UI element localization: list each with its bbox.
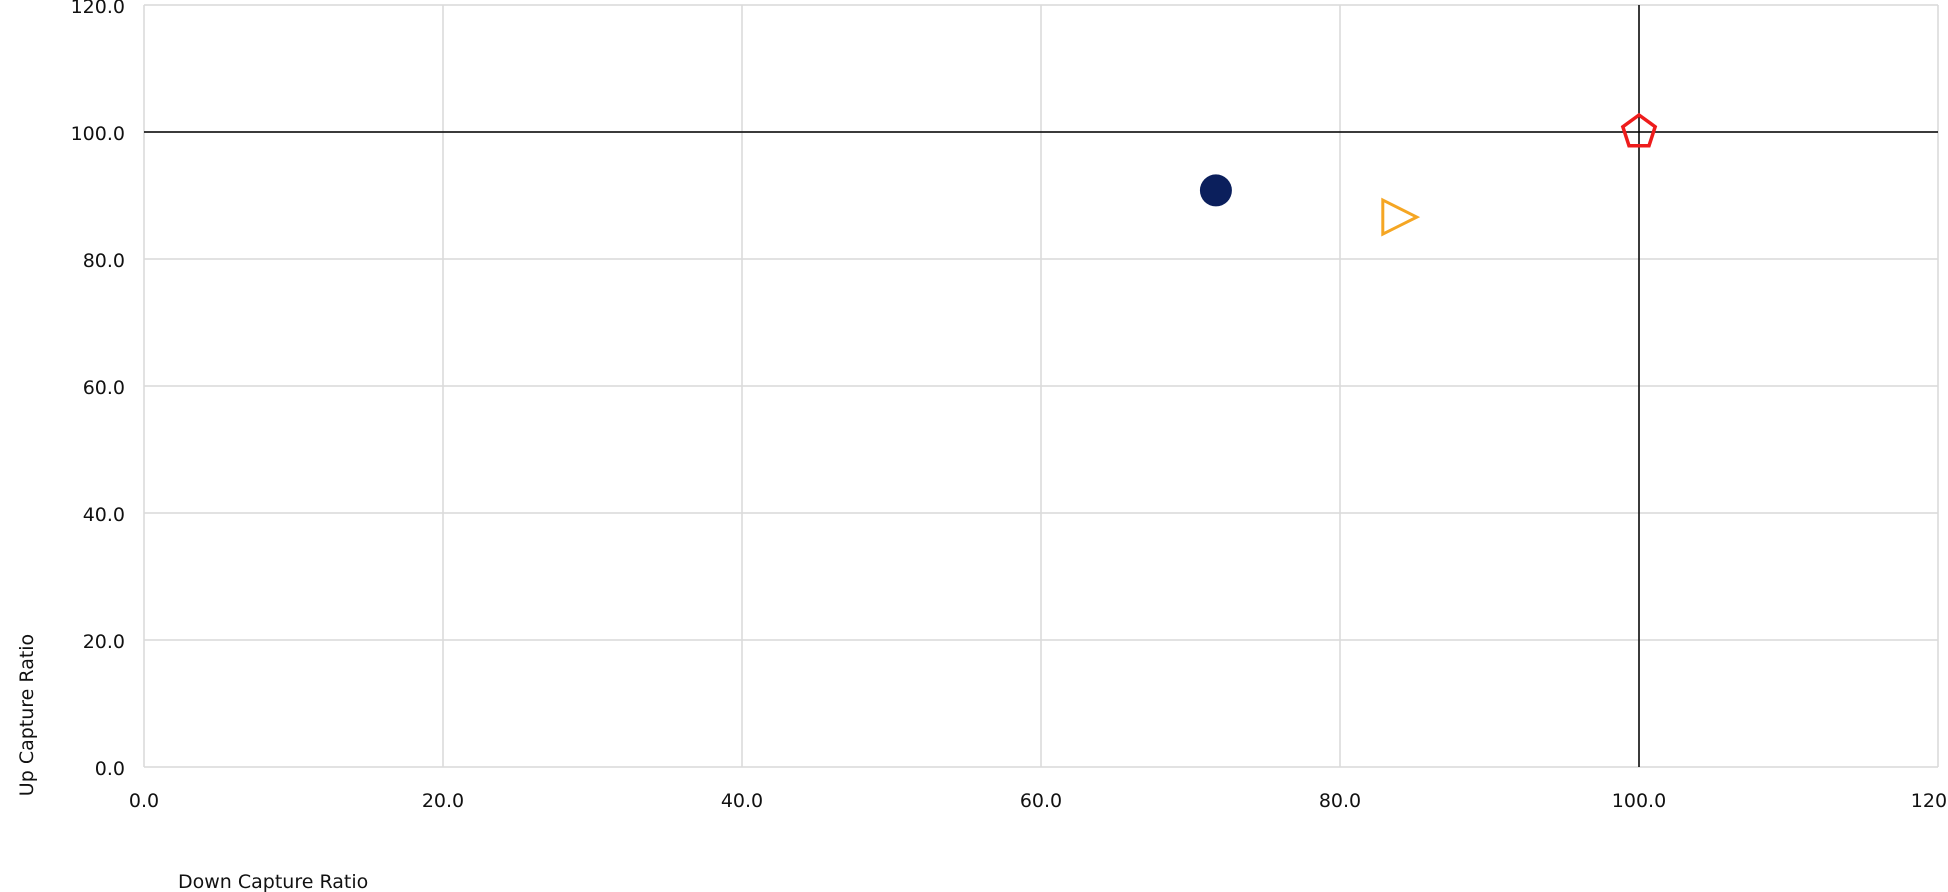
y-tick-label: 60.0	[83, 377, 125, 399]
y-tick-label: 100.0	[71, 123, 125, 145]
x-tick-label: 40.0	[721, 790, 763, 812]
x-axis-title: Down Capture Ratio	[178, 871, 368, 892]
x-tick-label: 0.0	[129, 790, 159, 812]
x-axis-ticks: 0.0 20.0 40.0 60.0 80.0 100.0 120.0	[129, 790, 1948, 812]
reference-lines	[144, 5, 1938, 767]
x-tick-label: 60.0	[1020, 790, 1062, 812]
data-point-pentagon	[1620, 112, 1658, 148]
y-axis-ticks: 0.0 20.0 40.0 60.0 80.0 100.0 120.0	[71, 0, 125, 780]
x-tick-label: 120.0	[1911, 790, 1948, 812]
x-tick-label: 20.0	[422, 790, 464, 812]
data-points	[1199, 112, 1658, 237]
y-tick-label: 40.0	[83, 504, 125, 526]
y-tick-label: 120.0	[71, 0, 125, 18]
data-point-triangle	[1381, 197, 1421, 237]
y-axis-title: Up Capture Ratio	[16, 634, 38, 796]
grid-layer	[143, 4, 1939, 768]
y-tick-label: 80.0	[83, 250, 125, 272]
x-tick-label: 100.0	[1612, 790, 1666, 812]
x-tick-label: 80.0	[1319, 790, 1361, 812]
y-tick-label: 20.0	[83, 631, 125, 653]
y-tick-label: 0.0	[95, 758, 125, 780]
data-point-circle	[1199, 174, 1232, 207]
